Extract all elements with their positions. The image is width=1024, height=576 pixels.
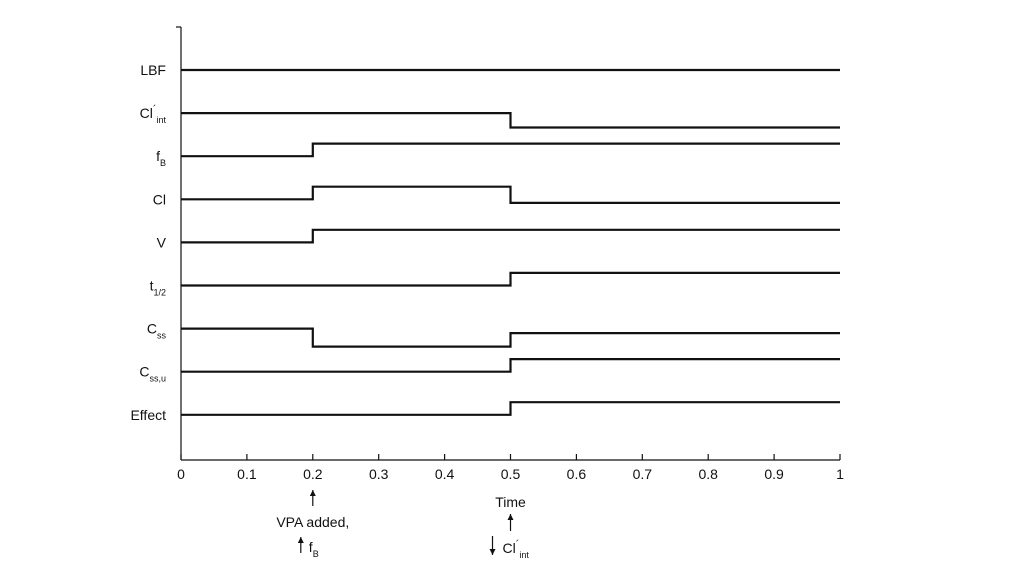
annotation-arrow-head bbox=[309, 490, 316, 496]
annotation-symbol: Cl´int bbox=[503, 539, 530, 560]
series-line-c-ss bbox=[181, 327, 840, 348]
series-label: LBF bbox=[140, 62, 166, 78]
series-labels: LBF Cl´int fB Cl Vt1/2 Css Css,u Effect bbox=[130, 62, 166, 423]
series-label: t1/2 bbox=[150, 278, 166, 298]
x-tick-label: 0.4 bbox=[435, 466, 455, 482]
x-tick-label: 0.2 bbox=[303, 466, 323, 482]
series-line-c-ss-u bbox=[181, 358, 840, 373]
x-tick-label: 0.3 bbox=[369, 466, 389, 482]
annotation-small-arrow-head bbox=[297, 537, 304, 543]
x-tick-label: 0.1 bbox=[237, 466, 257, 482]
series-layer bbox=[181, 68, 840, 416]
series-line-f-b bbox=[181, 142, 840, 158]
x-ticks: 0 0.1 0.2 0.3 0.4 0.5 0.6 0.7 0.8 0.9 1 bbox=[177, 454, 844, 482]
series-label: Cl bbox=[153, 191, 166, 207]
x-tick-label: 0 bbox=[177, 466, 185, 482]
annotation-arrow-head bbox=[507, 514, 514, 520]
series-label: fB bbox=[156, 148, 166, 168]
series-line-cl-int bbox=[181, 111, 840, 129]
series-label: V bbox=[157, 234, 167, 250]
x-tick-label: 0.5 bbox=[501, 466, 521, 482]
annotation-text: VPA added, bbox=[276, 514, 349, 530]
series-line-cl bbox=[181, 185, 840, 204]
annotation-small-arrow-head bbox=[489, 549, 496, 555]
series-label: Css bbox=[147, 321, 167, 341]
series-line-effect bbox=[181, 401, 840, 416]
annotation-symbol: fB bbox=[309, 539, 319, 559]
x-tick-label: 0.8 bbox=[698, 466, 718, 482]
series-line-t-1-2 bbox=[181, 271, 840, 287]
series-label: Cl´int bbox=[140, 104, 167, 125]
series-label: Effect bbox=[130, 407, 166, 423]
series-label: Css,u bbox=[139, 364, 166, 384]
x-axis-label: Time bbox=[495, 494, 526, 510]
series-line-v bbox=[181, 228, 840, 244]
x-tick-label: 0.7 bbox=[633, 466, 653, 482]
x-tick-label: 0.6 bbox=[567, 466, 587, 482]
x-tick-label: 0.9 bbox=[764, 466, 784, 482]
x-tick-label: 1 bbox=[836, 466, 844, 482]
annotations: VPA added, fB Cl´int bbox=[276, 490, 529, 560]
